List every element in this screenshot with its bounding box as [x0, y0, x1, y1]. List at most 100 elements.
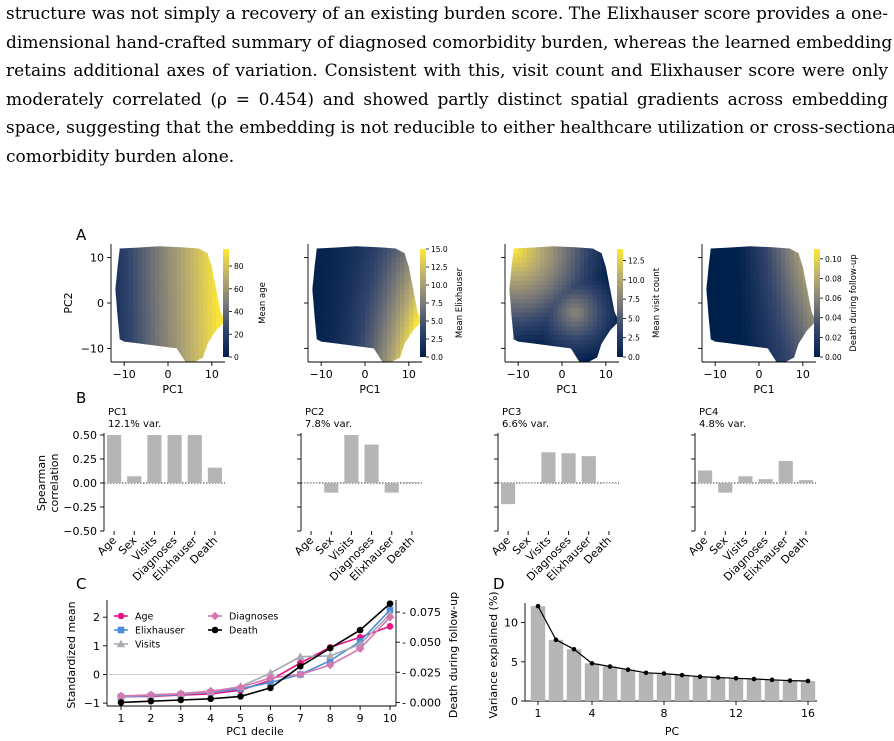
heatmap-cell [763, 343, 769, 349]
heatmap-cell [334, 284, 340, 290]
heatmap-cell [194, 307, 200, 313]
heatmap-cell [115, 348, 116, 354]
heatmap-cell [601, 284, 607, 290]
heatmap-cell [719, 262, 725, 268]
heatmap-cell [189, 246, 195, 249]
heatmap-cell [728, 334, 734, 340]
heatmap-cell [737, 271, 742, 277]
heatmap-cell [338, 289, 344, 295]
heatmap-cell [216, 271, 222, 277]
heatmap-cell [583, 293, 589, 299]
heatmap-cell [203, 271, 208, 277]
heatmap-cell [794, 339, 799, 345]
heatmap-cell [706, 325, 707, 331]
x-tick-label: 9 [357, 712, 364, 725]
heatmap-cell [548, 275, 554, 281]
bar [764, 679, 780, 701]
heatmap-cell [382, 316, 388, 322]
heatmap-cell [356, 266, 362, 272]
heatmap-cell [715, 253, 720, 259]
heatmap-cell [365, 280, 370, 286]
heatmap-cell [610, 316, 616, 322]
heatmap-cell [207, 321, 213, 327]
heatmap-cell [513, 284, 519, 290]
heatmap-cell [141, 284, 147, 290]
heatmap-cell [172, 321, 178, 327]
heatmap-cell [325, 298, 331, 304]
heatmap-cell [767, 289, 773, 295]
heatmap-cell [526, 334, 532, 340]
heatmap-cell [146, 266, 151, 272]
heatmap-cell [347, 298, 353, 304]
heatmap-cell [312, 307, 313, 313]
heatmap-cell [338, 293, 344, 299]
heatmap-cell [386, 271, 392, 277]
heatmap-cell [378, 298, 383, 304]
heatmap-cell [211, 330, 217, 336]
heatmap-cell [785, 330, 791, 336]
heatmap-cell [750, 321, 756, 327]
heatmap-cell [207, 312, 213, 318]
heatmap-cell [373, 321, 379, 327]
heatmap-cell [321, 248, 326, 254]
heatmap-cell [198, 253, 204, 259]
heatmap-cell [150, 348, 156, 354]
heatmap-cell [159, 352, 165, 358]
heatmap-cell [316, 334, 322, 340]
heatmap-cell [382, 343, 388, 349]
heatmap-cell [347, 284, 353, 290]
heatmap-cell [119, 293, 125, 299]
heatmap-cell [548, 348, 554, 354]
heatmap-cell [601, 246, 607, 249]
heatmap-cell [526, 275, 532, 281]
heatmap-cell [592, 246, 598, 249]
heatmap-cell [509, 348, 515, 354]
heatmap-cell [557, 339, 563, 345]
heatmap-cell [321, 293, 326, 299]
heatmap-cell [780, 271, 786, 277]
heatmap-cell [203, 293, 208, 299]
heatmap-cell [522, 298, 528, 304]
heatmap-cell [404, 321, 410, 327]
heatmap-cell [610, 257, 616, 263]
heatmap-cell [548, 248, 554, 254]
heatmap-cell [772, 352, 777, 358]
heatmap-cell [750, 271, 756, 277]
heatmap-cell [588, 253, 594, 259]
heatmap-cell [168, 275, 173, 281]
heatmap-cell [408, 280, 414, 286]
heatmap-cell [391, 246, 397, 249]
heatmap-cell [378, 262, 383, 268]
heatmap-cell [181, 316, 186, 322]
heatmap-cell [592, 348, 598, 354]
heatmap-cell [750, 348, 756, 354]
heatmap-cell [154, 316, 160, 322]
heatmap-cell [391, 298, 397, 304]
y-axis-label-right: Death during follow-up [447, 592, 460, 718]
heatmap-cell [741, 293, 747, 299]
heatmap-cell [400, 334, 405, 340]
heatmap-cell [544, 312, 550, 318]
heatmap-cell [378, 334, 383, 340]
heatmap-cell [526, 298, 532, 304]
heatmap-cell [597, 316, 602, 322]
heatmap-cell [706, 339, 712, 345]
heatmap-cell [365, 293, 370, 299]
heatmap-cell [535, 284, 541, 290]
heatmap-cell [798, 253, 804, 259]
heatmap-cell [710, 316, 716, 322]
heatmap-cell [767, 275, 773, 281]
heatmap-cell [706, 339, 707, 345]
heatmap-cell [321, 284, 326, 290]
heatmap-cell [378, 253, 383, 259]
heatmap-cell [128, 325, 134, 331]
heatmap-cell [159, 275, 165, 281]
heatmap-cell [312, 325, 313, 331]
heatmap-cell [211, 321, 217, 327]
heatmap-cell [807, 248, 813, 254]
heatmap-cell [325, 246, 331, 249]
heatmap-cell [785, 293, 791, 299]
heatmap-cell [211, 246, 217, 249]
heatmap-cell [535, 266, 541, 272]
